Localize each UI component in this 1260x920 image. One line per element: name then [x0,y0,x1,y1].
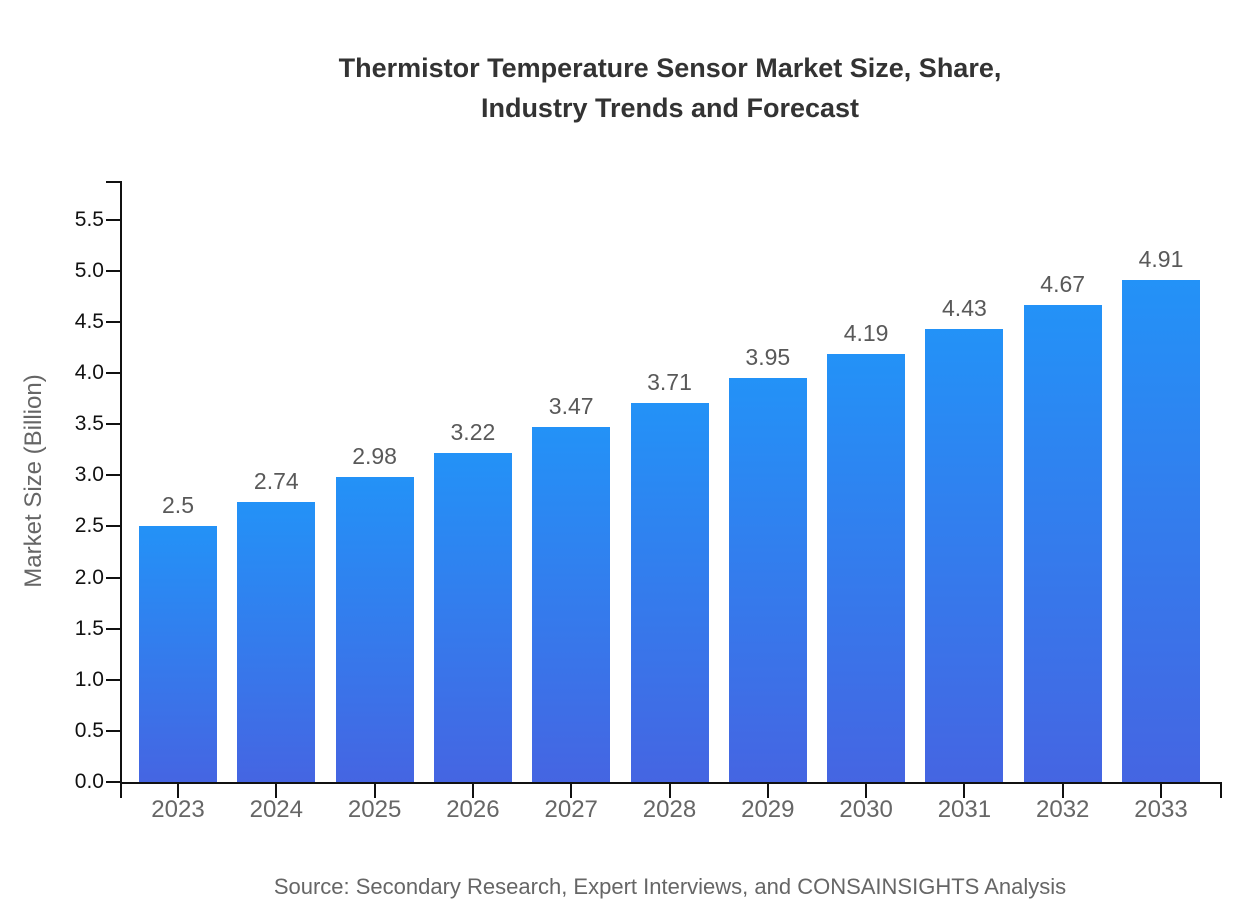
y-tick-label: 4.0 [74,361,104,385]
bar-value-label: 3.95 [745,344,791,371]
y-tick [106,474,120,477]
y-tick [106,269,120,272]
bar [237,501,316,782]
x-tick [865,784,868,798]
x-tick [668,784,671,798]
x-tick-label: 2033 [1134,796,1188,823]
y-tick [106,781,120,783]
bar [139,526,217,782]
chart-title-line2: Industry Trends and Forecast [480,93,860,123]
y-tick [106,627,120,630]
bar-value-label: 4.19 [843,319,889,346]
x-tick [963,784,966,798]
bar [335,477,414,782]
x-tick [177,784,179,798]
bar-value-label: 2.98 [352,443,397,470]
bar-value-label: 4.67 [1040,270,1086,297]
y-tick-label: 5.0 [74,258,104,282]
y-tick-label: 0.0 [74,770,104,793]
y-tick [106,423,120,426]
bar [630,402,709,782]
y-tick-label: 4.5 [74,310,104,334]
bar [532,427,611,782]
x-tick-label: 2025 [347,796,402,823]
bar-value-label: 2.5 [162,492,194,519]
x-tick-label: 2023 [151,796,205,823]
y-axis-end-cap [106,181,120,183]
x-tick [275,784,278,798]
x-tick-label: 2030 [839,796,893,823]
bar-value-label: 2.74 [253,467,299,494]
x-tick-label: 2029 [741,796,795,823]
x-tick [570,784,573,798]
chart-title-line1: Thermistor Temperature Sensor Market Siz… [338,53,1002,83]
x-tick-label: 2026 [446,796,500,823]
bar [925,329,1004,782]
x-tick [1160,784,1162,798]
y-tick-label: 1.0 [74,667,104,691]
bar [1023,304,1102,782]
y-tick-label: 3.5 [74,412,104,436]
bar-value-label: 3.71 [647,368,692,395]
x-axis-end-cap [1220,784,1222,798]
y-tick [106,321,120,324]
y-tick [106,218,120,221]
chart-title: Thermistor Temperature Sensor Market Siz… [120,48,1220,128]
plot-area: 0.0 0.5 1.0 1.5 2.0 2.5 3.0 3.5 4.0 4.5 5.0 5.5 2023… [75,181,1222,823]
y-tick [106,576,120,579]
x-axis-start-cap [120,784,122,798]
y-tick-label: 3.0 [74,463,104,487]
bar [433,452,512,782]
bar-value-label: 3.22 [450,418,496,445]
x-tick [373,784,376,798]
x-tick-label: 2032 [1035,796,1090,823]
x-tick [471,784,474,798]
y-tick-label: 5.5 [74,207,104,231]
x-tick [766,784,769,798]
x-tick-label: 2031 [937,796,992,823]
bar-value-label: 4.91 [1138,246,1184,273]
x-tick-label: 2028 [642,796,697,823]
x-tick-label: 2027 [544,796,598,823]
x-tick [1061,784,1064,798]
bar-value-label: 3.47 [548,393,594,420]
y-tick-label: 0.5 [74,718,104,742]
source-note: Source: Secondary Research, Expert Inter… [273,874,1067,899]
bar [728,378,807,782]
y-tick [106,525,120,528]
y-tick-label: 2.5 [74,514,104,538]
bar [1122,280,1200,782]
y-tick-label: 2.0 [74,565,104,589]
y-tick [106,729,120,732]
y-tick [106,372,120,375]
y-tick [106,678,120,681]
x-tick-label: 2024 [249,796,303,823]
y-tick-label: 1.5 [74,616,104,640]
bar-value-label: 4.43 [942,295,987,322]
bar [827,353,906,782]
